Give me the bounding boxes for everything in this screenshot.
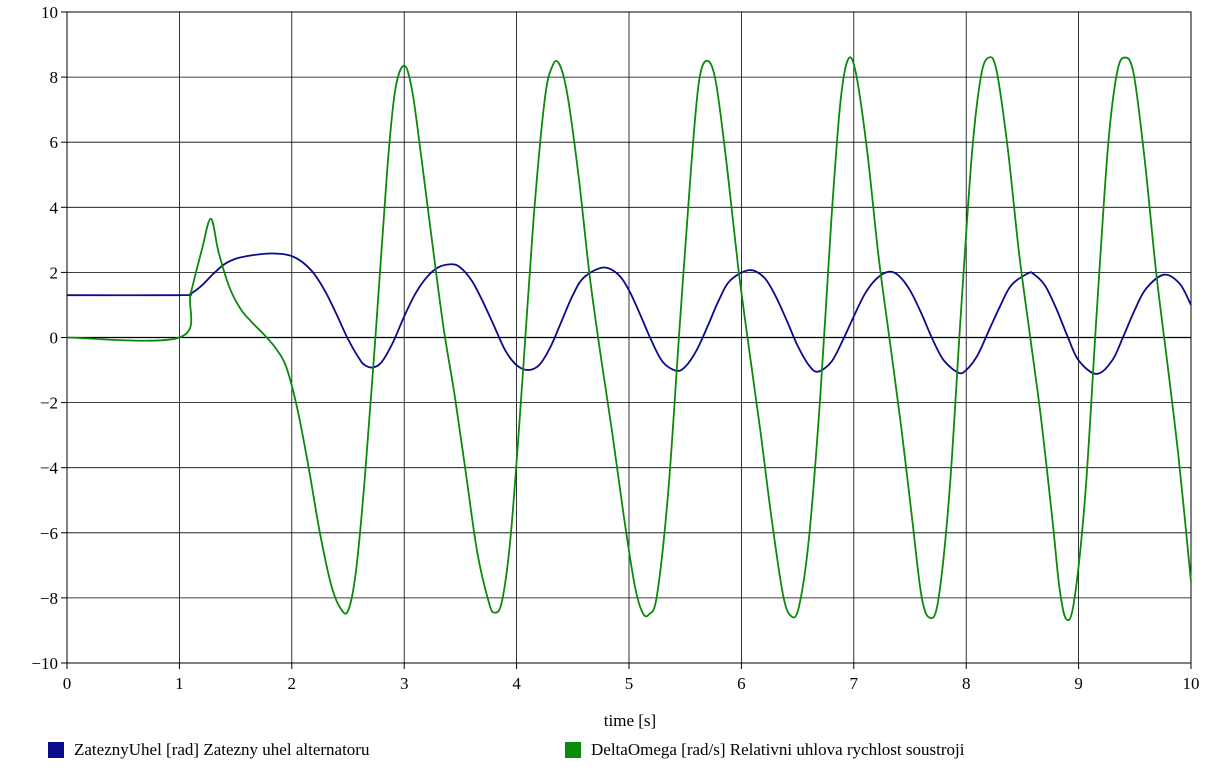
y-tick-label: −10 [31,654,58,673]
y-tick-label: −4 [40,459,59,478]
x-axis-label: time [s] [604,711,656,730]
x-tick-label: 7 [850,674,859,693]
x-tick-label: 4 [512,674,521,693]
x-tick-label: 10 [1183,674,1200,693]
y-tick-label: −2 [40,394,58,413]
x-tick-label: 1 [175,674,184,693]
series-line-zatezny-uhel [66,252,1192,375]
y-tick-label: 8 [50,68,59,87]
x-tick-label: 5 [625,674,634,693]
x-tick-label: 6 [737,674,746,693]
legend-label-delta-omega: DeltaOmega [rad/s] Relativni uhlova rych… [591,740,965,759]
x-tick-label: 3 [400,674,409,693]
y-tick-label: −8 [40,589,58,608]
y-tick-label: 0 [50,329,59,348]
x-tick-label: 0 [63,674,72,693]
grid-lines [67,12,1191,663]
x-tick-label: 9 [1074,674,1083,693]
y-tick-label: 4 [50,198,59,217]
tick-labels: 0 1 2 3 4 5 6 7 8 9 10 −10 −8 −6 −4 −2 0 2 4 6 8 10 [31,3,1199,693]
y-tick-label: 2 [50,263,59,282]
legend-label-zatezny-uhel: ZateznyUhel [rad] Zatezny uhel alternato… [74,740,370,759]
series-lines [66,56,1192,621]
y-tick-label: 10 [41,3,58,22]
x-tick-label: 8 [962,674,971,693]
legend-swatch-delta-omega [565,742,581,758]
y-tick-label: 6 [50,133,59,152]
series-line-delta-omega [66,56,1192,621]
legend-item-delta-omega: DeltaOmega [rad/s] Relativni uhlova rych… [565,738,964,762]
axes [61,11,1192,669]
x-tick-label: 2 [288,674,297,693]
y-tick-label: −6 [40,524,58,543]
legend-item-zatezny-uhel: ZateznyUhel [rad] Zatezny uhel alternato… [48,738,369,762]
legend-swatch-zatezny-uhel [48,742,64,758]
